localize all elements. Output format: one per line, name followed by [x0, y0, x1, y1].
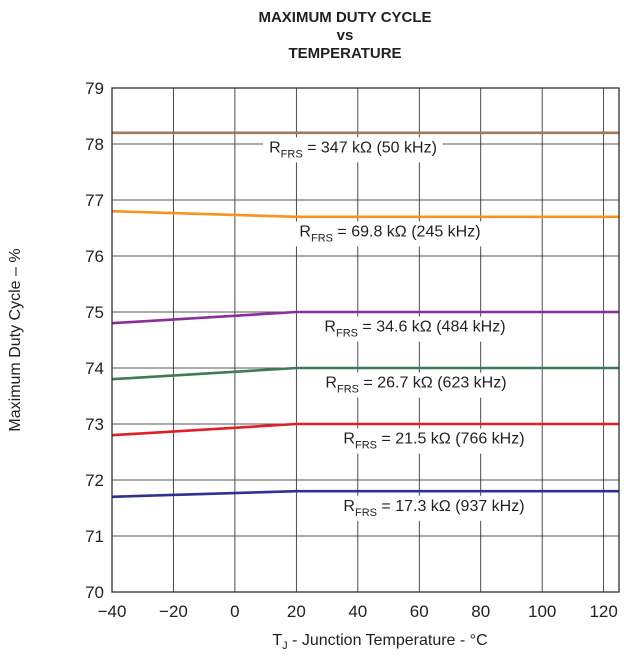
series-label-background — [263, 137, 443, 163]
series-label-background — [337, 428, 531, 454]
y-tick-label: 73 — [85, 415, 104, 434]
series-label: RFRS = 69.8 kΩ (245 kHz) — [299, 223, 480, 244]
y-tick-label: 71 — [85, 527, 104, 546]
series-label: RFRS = 347 kΩ (50 kHz) — [269, 139, 437, 160]
series-line — [111, 310, 619, 325]
x-axis-label-rest: - Junction Temperature - °C — [288, 632, 488, 649]
series-lines — [111, 131, 619, 499]
x-tick-label: 100 — [528, 602, 556, 621]
x-tick-labels: −40 −20 0 20 40 60 80 100 120 — [98, 602, 618, 621]
x-axis-label: TJ - Junction Temperature - °C — [272, 632, 487, 652]
x-tick-label: 20 — [287, 602, 306, 621]
x-tick-label: −20 — [159, 602, 188, 621]
y-tick-label: 74 — [85, 359, 104, 378]
title-line-1: MAXIMUM DUTY CYCLE — [258, 9, 431, 26]
series-label: RFRS = 17.3 kΩ (937 kHz) — [343, 498, 524, 519]
x-tick-label: 80 — [471, 602, 490, 621]
y-tick-label: 75 — [85, 303, 104, 322]
series-line — [111, 422, 619, 437]
y-tick-label: 70 — [85, 583, 104, 602]
x-tick-label: 40 — [348, 602, 367, 621]
x-tick-label: 60 — [410, 602, 429, 621]
x-tick-label: 120 — [589, 602, 617, 621]
series-label: RFRS = 21.5 kΩ (766 kHz) — [343, 431, 524, 452]
series-annotations: RFRS = 347 kΩ (50 kHz) RFRS = 69.8 kΩ (24… — [263, 137, 531, 521]
y-axis-label: Maximum Duty Cycle – % — [7, 248, 24, 431]
series-label-background — [293, 221, 487, 247]
x-axis-label-main: T — [272, 632, 282, 649]
plot-frame — [111, 87, 620, 593]
x-tick-label: 0 — [230, 602, 239, 621]
y-tick-label: 77 — [85, 191, 104, 210]
series-line — [111, 366, 619, 381]
series-label-background — [337, 495, 531, 521]
y-tick-labels: 70 71 72 73 74 75 76 77 78 79 — [85, 79, 104, 602]
series-line — [111, 489, 619, 499]
x-axis-label-sub: J — [282, 640, 288, 652]
title-line-3: TEMPERATURE — [288, 45, 401, 62]
y-tick-label: 72 — [85, 471, 104, 490]
chart-title: MAXIMUM DUTY CYCLE vs TEMPERATURE — [258, 9, 431, 62]
series-label-background — [318, 316, 512, 342]
y-tick-label: 78 — [85, 135, 104, 154]
series-line — [111, 209, 619, 219]
series-label-background — [319, 372, 513, 398]
series-label: RFRS = 26.7 kΩ (623 kHz) — [325, 375, 506, 396]
y-tick-label: 76 — [85, 247, 104, 266]
y-tick-label: 79 — [85, 79, 104, 98]
series-label: RFRS = 34.6 kΩ (484 kHz) — [324, 319, 505, 340]
title-line-2: vs — [337, 27, 354, 44]
x-tick-label: −40 — [98, 602, 127, 621]
